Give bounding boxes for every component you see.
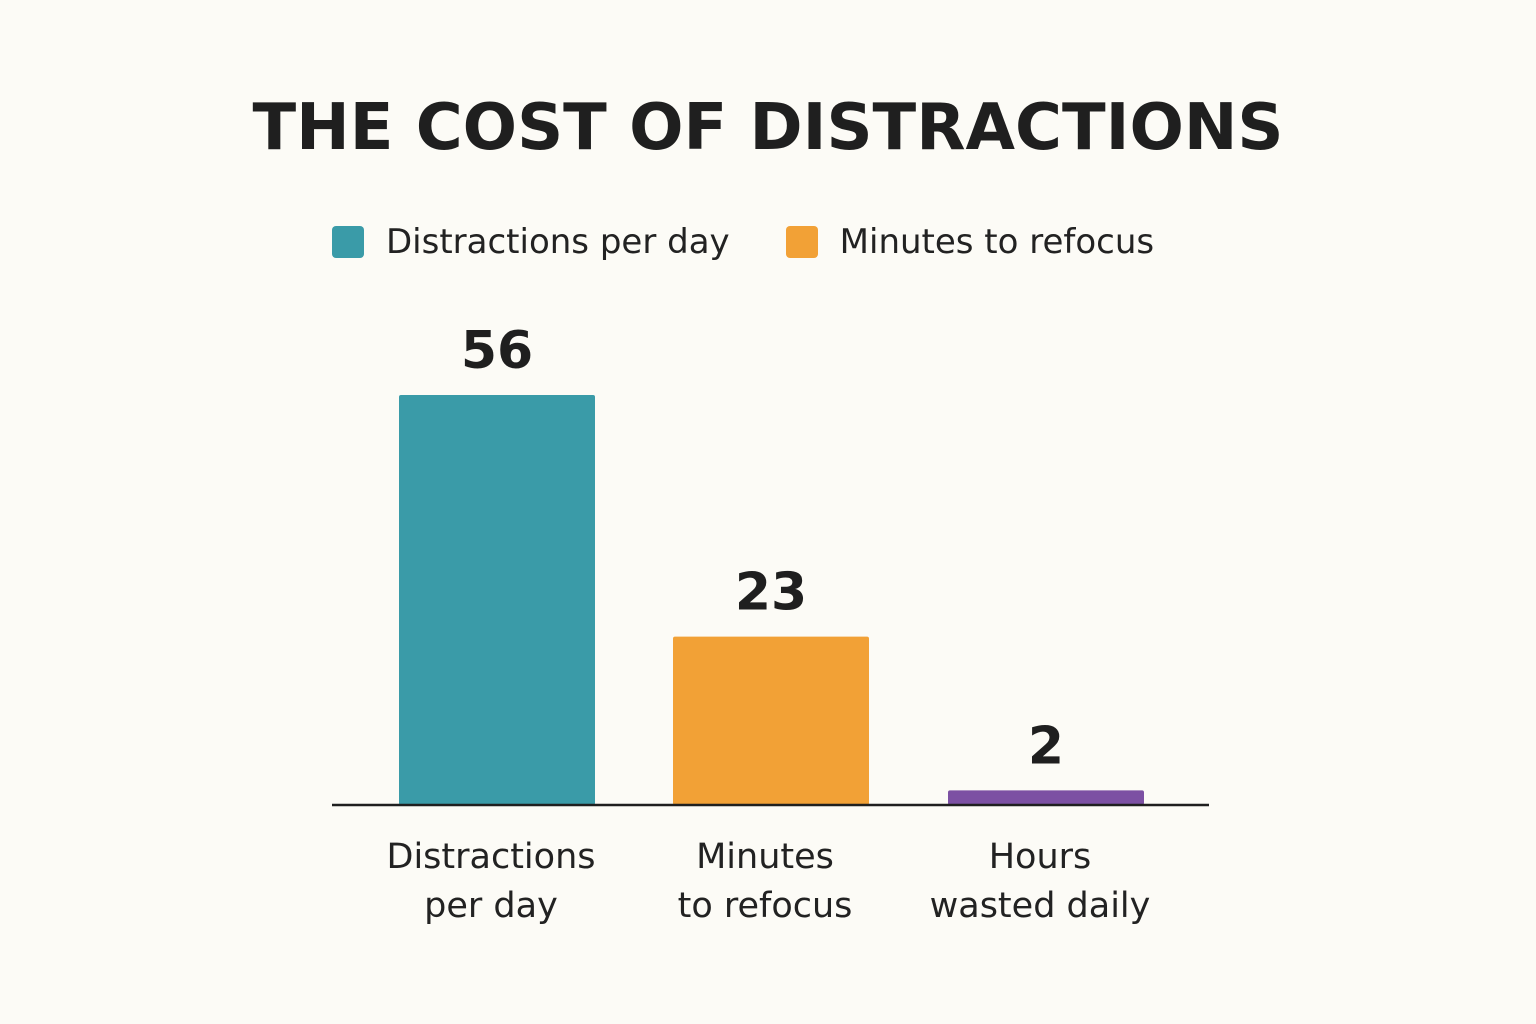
legend-swatch-orange (785, 226, 818, 258)
legend-item-minutes: Minutes to refocus (785, 222, 1155, 262)
bar-1 (673, 636, 869, 805)
category-label-0-line-0: Distractions (387, 837, 596, 877)
value-label-0: 56 (461, 321, 533, 381)
category-label-2-line-1: wasted daily (930, 886, 1151, 926)
legend-swatch-teal (332, 226, 364, 258)
category-label-0-line-1: per day (424, 886, 558, 926)
value-label-2: 2 (1028, 716, 1064, 776)
legend-item-distractions: Distractions per day (332, 222, 730, 262)
category-label-2-line-0: Hours (989, 837, 1092, 877)
legend-label: Minutes to refocus (839, 222, 1155, 262)
legend: Distractions per day Minutes to refocus (332, 222, 1210, 262)
category-label-1-line-1: to refocus (678, 886, 853, 926)
chart-title: THE COST OF DISTRACTIONS (252, 91, 1284, 165)
legend-label: Distractions per day (386, 222, 730, 262)
bar-0 (399, 395, 595, 805)
value-label-1: 23 (735, 563, 807, 623)
bar-2 (948, 790, 1144, 805)
category-label-1-line-0: Minutes (696, 837, 834, 877)
